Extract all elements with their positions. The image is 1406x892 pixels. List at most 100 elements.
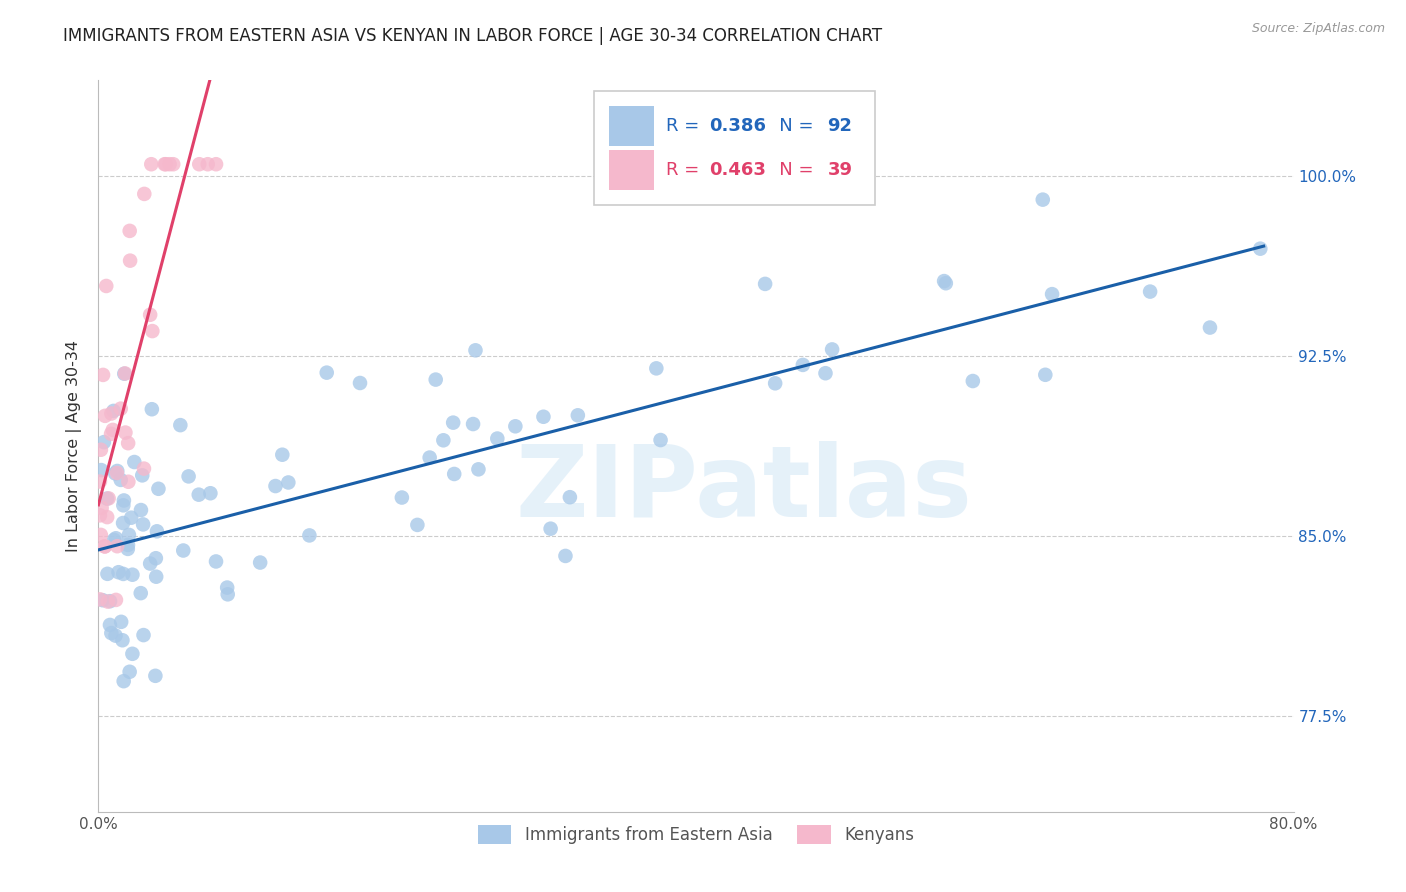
Point <box>315 366 337 380</box>
Point <box>114 367 136 381</box>
Text: 0.463: 0.463 <box>709 161 766 179</box>
Point <box>139 308 162 322</box>
Point <box>935 277 957 291</box>
Point <box>97 491 120 506</box>
Point <box>271 448 294 462</box>
Point <box>792 358 814 372</box>
Point <box>132 517 155 532</box>
Point <box>112 499 135 513</box>
Point <box>188 157 211 171</box>
Point <box>177 469 200 483</box>
Point <box>145 551 167 566</box>
Point <box>110 401 132 416</box>
Point <box>100 407 122 421</box>
Point <box>821 343 844 357</box>
Text: 0.386: 0.386 <box>709 118 766 136</box>
Point <box>554 549 576 563</box>
Point <box>117 436 139 450</box>
Point <box>1040 287 1063 301</box>
Point <box>117 475 139 489</box>
Point <box>120 253 142 268</box>
Point <box>118 528 141 542</box>
Point <box>98 594 121 608</box>
Point <box>141 324 163 338</box>
Point <box>464 343 486 358</box>
Point <box>132 628 155 642</box>
Text: ZIPatlas: ZIPatlas <box>516 442 972 539</box>
Point <box>98 618 121 632</box>
Point <box>558 490 581 504</box>
Point <box>932 274 955 288</box>
Text: Source: ZipAtlas.com: Source: ZipAtlas.com <box>1251 22 1385 36</box>
Point <box>172 543 194 558</box>
Point <box>1032 193 1054 207</box>
Text: R =: R = <box>666 161 704 179</box>
Text: 92: 92 <box>827 118 852 136</box>
Point <box>114 425 136 440</box>
Point <box>540 522 562 536</box>
Point <box>110 615 132 629</box>
Point <box>93 435 115 450</box>
Point <box>96 491 118 506</box>
Point <box>141 402 163 417</box>
Point <box>425 373 447 387</box>
Point <box>105 539 128 553</box>
Point <box>112 367 135 381</box>
Point <box>96 510 118 524</box>
Point <box>90 442 112 457</box>
Point <box>91 593 114 607</box>
Point <box>117 541 139 556</box>
Point <box>443 467 465 481</box>
Point <box>205 554 228 568</box>
Point <box>129 586 152 600</box>
Point <box>264 479 287 493</box>
Text: R =: R = <box>666 118 704 136</box>
Point <box>1139 285 1161 299</box>
Point <box>91 368 114 382</box>
Point <box>100 426 122 441</box>
Point <box>105 464 128 478</box>
Point <box>112 566 135 581</box>
Point <box>217 581 239 595</box>
Point <box>121 567 143 582</box>
Point <box>94 540 117 554</box>
Point <box>217 587 239 601</box>
Point <box>419 450 441 465</box>
Point <box>117 538 139 552</box>
Point <box>169 418 191 433</box>
Point <box>111 633 134 648</box>
Point <box>162 157 184 171</box>
Point <box>120 510 142 524</box>
Bar <box>609 106 654 146</box>
Point <box>155 157 177 171</box>
Point <box>131 468 153 483</box>
Point <box>200 486 222 500</box>
Point <box>486 432 509 446</box>
Point <box>1033 368 1056 382</box>
Text: N =: N = <box>762 118 818 136</box>
Point <box>96 279 118 293</box>
Point <box>763 376 786 391</box>
Point <box>132 461 155 475</box>
Point <box>89 508 111 523</box>
Point <box>145 570 167 584</box>
Point <box>104 629 127 643</box>
Point <box>104 467 127 481</box>
Point <box>249 556 271 570</box>
Point <box>90 463 112 477</box>
Point <box>103 533 125 547</box>
FancyBboxPatch shape <box>595 91 875 204</box>
Point <box>112 493 135 508</box>
Point <box>197 157 219 171</box>
Point <box>96 566 118 581</box>
Point <box>118 224 141 238</box>
Legend: Immigrants from Eastern Asia, Kenyans: Immigrants from Eastern Asia, Kenyans <box>471 818 921 851</box>
Point <box>112 516 135 530</box>
Point <box>1199 320 1222 334</box>
Point <box>406 517 429 532</box>
Text: N =: N = <box>762 161 818 179</box>
Y-axis label: In Labor Force | Age 30-34: In Labor Force | Age 30-34 <box>66 340 83 552</box>
Point <box>89 475 111 489</box>
Point <box>90 501 112 516</box>
Point <box>461 417 484 431</box>
